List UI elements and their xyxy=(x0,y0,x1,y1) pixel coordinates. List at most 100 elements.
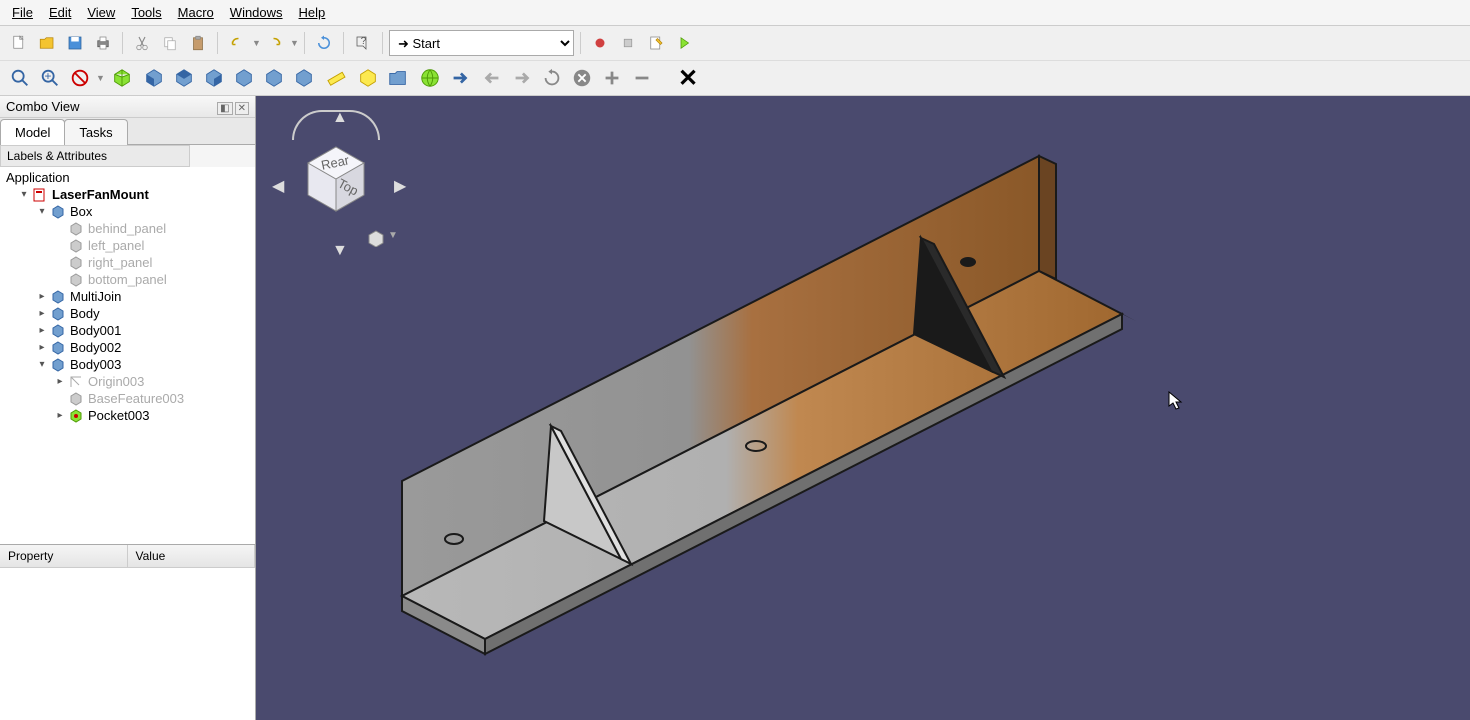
tree-body003[interactable]: ▾Body003 xyxy=(0,356,255,373)
copy-button[interactable] xyxy=(157,30,183,56)
basefeature-icon xyxy=(69,392,83,406)
whatsthis-button[interactable]: ? xyxy=(350,30,376,56)
measure-button[interactable] xyxy=(322,64,350,92)
separator xyxy=(304,32,305,54)
separator xyxy=(580,32,581,54)
property-panel: Property Value xyxy=(0,545,255,720)
fit-selection-button[interactable]: + xyxy=(36,64,64,92)
web-button[interactable] xyxy=(416,64,444,92)
new-button[interactable] xyxy=(6,30,32,56)
tree-right-panel[interactable]: right_panel xyxy=(0,254,255,271)
combo-view-panel: Combo View ◧✕ Model Tasks Labels & Attri… xyxy=(0,96,256,720)
open-button[interactable] xyxy=(34,30,60,56)
draw-style-dropdown[interactable]: ▼ xyxy=(96,73,104,83)
group-button[interactable] xyxy=(384,64,412,92)
menu-macro[interactable]: Macro xyxy=(170,1,222,24)
undo-button[interactable] xyxy=(224,30,250,56)
tree-body[interactable]: ▸Body xyxy=(0,305,255,322)
nav-refresh-button[interactable] xyxy=(538,64,566,92)
panel-icon xyxy=(69,273,83,287)
body-icon xyxy=(51,341,65,355)
print-button[interactable] xyxy=(90,30,116,56)
pocket-icon xyxy=(69,409,83,423)
workbench-selector[interactable]: ➜ Start xyxy=(389,30,574,56)
tree-left-panel[interactable]: left_panel xyxy=(0,237,255,254)
labels-header[interactable]: Labels & Attributes xyxy=(0,145,190,167)
toolbar-view: + ▼ ✕ xyxy=(0,61,1470,96)
tab-tasks[interactable]: Tasks xyxy=(64,119,127,145)
tree-body002[interactable]: ▸Body002 xyxy=(0,339,255,356)
menu-view[interactable]: View xyxy=(79,1,123,24)
nav-mini-dropdown[interactable]: ▼ xyxy=(388,230,398,241)
zoom-in-button[interactable] xyxy=(598,64,626,92)
menu-file[interactable]: File xyxy=(4,1,41,24)
tree-origin003[interactable]: ▸Origin003 xyxy=(0,373,255,390)
document-icon xyxy=(33,188,47,202)
panel-float-button[interactable]: ◧ xyxy=(217,102,232,115)
macro-record-button[interactable] xyxy=(587,30,613,56)
tree-box[interactable]: ▾Box xyxy=(0,203,255,220)
tree-doc[interactable]: ▾LaserFanMount xyxy=(0,186,255,203)
macro-run-button[interactable] xyxy=(671,30,697,56)
tree-application[interactable]: Application xyxy=(0,169,255,186)
front-view-button[interactable] xyxy=(140,64,168,92)
refresh-button[interactable] xyxy=(311,30,337,56)
tree-basefeature003[interactable]: BaseFeature003 xyxy=(0,390,255,407)
bottom-view-button[interactable] xyxy=(260,64,288,92)
menu-edit[interactable]: Edit xyxy=(41,1,79,24)
zoom-out-button[interactable] xyxy=(628,64,656,92)
redo-dropdown[interactable]: ▼ xyxy=(290,38,298,48)
tree-multijoin[interactable]: ▸MultiJoin xyxy=(0,288,255,305)
tree-behind-panel[interactable]: behind_panel xyxy=(0,220,255,237)
svg-text:+: + xyxy=(45,69,52,83)
tree-body001[interactable]: ▸Body001 xyxy=(0,322,255,339)
nav-stop-button[interactable] xyxy=(568,64,596,92)
body-icon xyxy=(51,358,65,372)
body-icon xyxy=(51,324,65,338)
draw-style-button[interactable] xyxy=(66,64,94,92)
panel-icon xyxy=(69,256,83,270)
isometric-button[interactable] xyxy=(108,64,136,92)
macro-stop-button[interactable] xyxy=(615,30,641,56)
close-button[interactable]: ✕ xyxy=(674,64,702,92)
top-view-button[interactable] xyxy=(170,64,198,92)
menu-tools[interactable]: Tools xyxy=(123,1,169,24)
nav-rotate-right[interactable]: ▶ xyxy=(394,176,406,196)
separator xyxy=(343,32,344,54)
paste-button[interactable] xyxy=(185,30,211,56)
nav-back-button[interactable] xyxy=(478,64,506,92)
menu-help[interactable]: Help xyxy=(291,1,334,24)
panel-close-button[interactable]: ✕ xyxy=(235,102,249,115)
separator xyxy=(122,32,123,54)
tree-pocket003[interactable]: ▸Pocket003 xyxy=(0,407,255,424)
macro-edit-button[interactable] xyxy=(643,30,669,56)
left-view-button[interactable] xyxy=(290,64,318,92)
rear-view-button[interactable] xyxy=(230,64,258,92)
nav-rotate-up[interactable]: ▲ xyxy=(332,109,348,127)
save-button[interactable] xyxy=(62,30,88,56)
toolbar-main: ▼ ▼ ? ➜ Start xyxy=(0,26,1470,61)
web-link-button[interactable] xyxy=(446,64,474,92)
nav-rotate-down[interactable]: ▼ xyxy=(332,242,348,260)
box-icon xyxy=(51,205,65,219)
nav-forward-button[interactable] xyxy=(508,64,536,92)
close-icon: ✕ xyxy=(678,64,698,93)
undo-dropdown[interactable]: ▼ xyxy=(252,38,260,48)
menubar: File Edit View Tools Macro Windows Help xyxy=(0,0,1470,26)
redo-button[interactable] xyxy=(262,30,288,56)
panel-icon xyxy=(69,222,83,236)
fit-all-button[interactable] xyxy=(6,64,34,92)
nav-rotate-left[interactable]: ◀ xyxy=(272,176,284,196)
part-button[interactable] xyxy=(354,64,382,92)
right-view-button[interactable] xyxy=(200,64,228,92)
tree-bottom-panel[interactable]: bottom_panel xyxy=(0,271,255,288)
cut-button[interactable] xyxy=(129,30,155,56)
property-col[interactable]: Property xyxy=(0,545,128,567)
panel-controls: ◧✕ xyxy=(215,99,249,114)
tab-model[interactable]: Model xyxy=(0,119,65,145)
3d-viewport[interactable]: ▲ ◀ ▶ ▼ Rear Top ▼ xyxy=(256,96,1470,720)
body-icon xyxy=(51,307,65,321)
origin-icon xyxy=(69,375,83,389)
menu-windows[interactable]: Windows xyxy=(222,1,291,24)
value-col[interactable]: Value xyxy=(128,545,256,567)
